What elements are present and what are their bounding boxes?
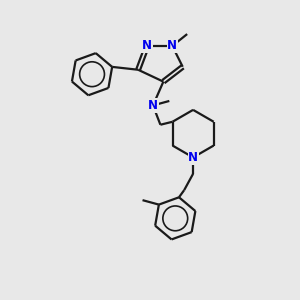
- Text: N: N: [167, 40, 177, 52]
- Text: N: N: [188, 151, 198, 164]
- Text: N: N: [148, 99, 158, 112]
- Text: N: N: [142, 40, 152, 52]
